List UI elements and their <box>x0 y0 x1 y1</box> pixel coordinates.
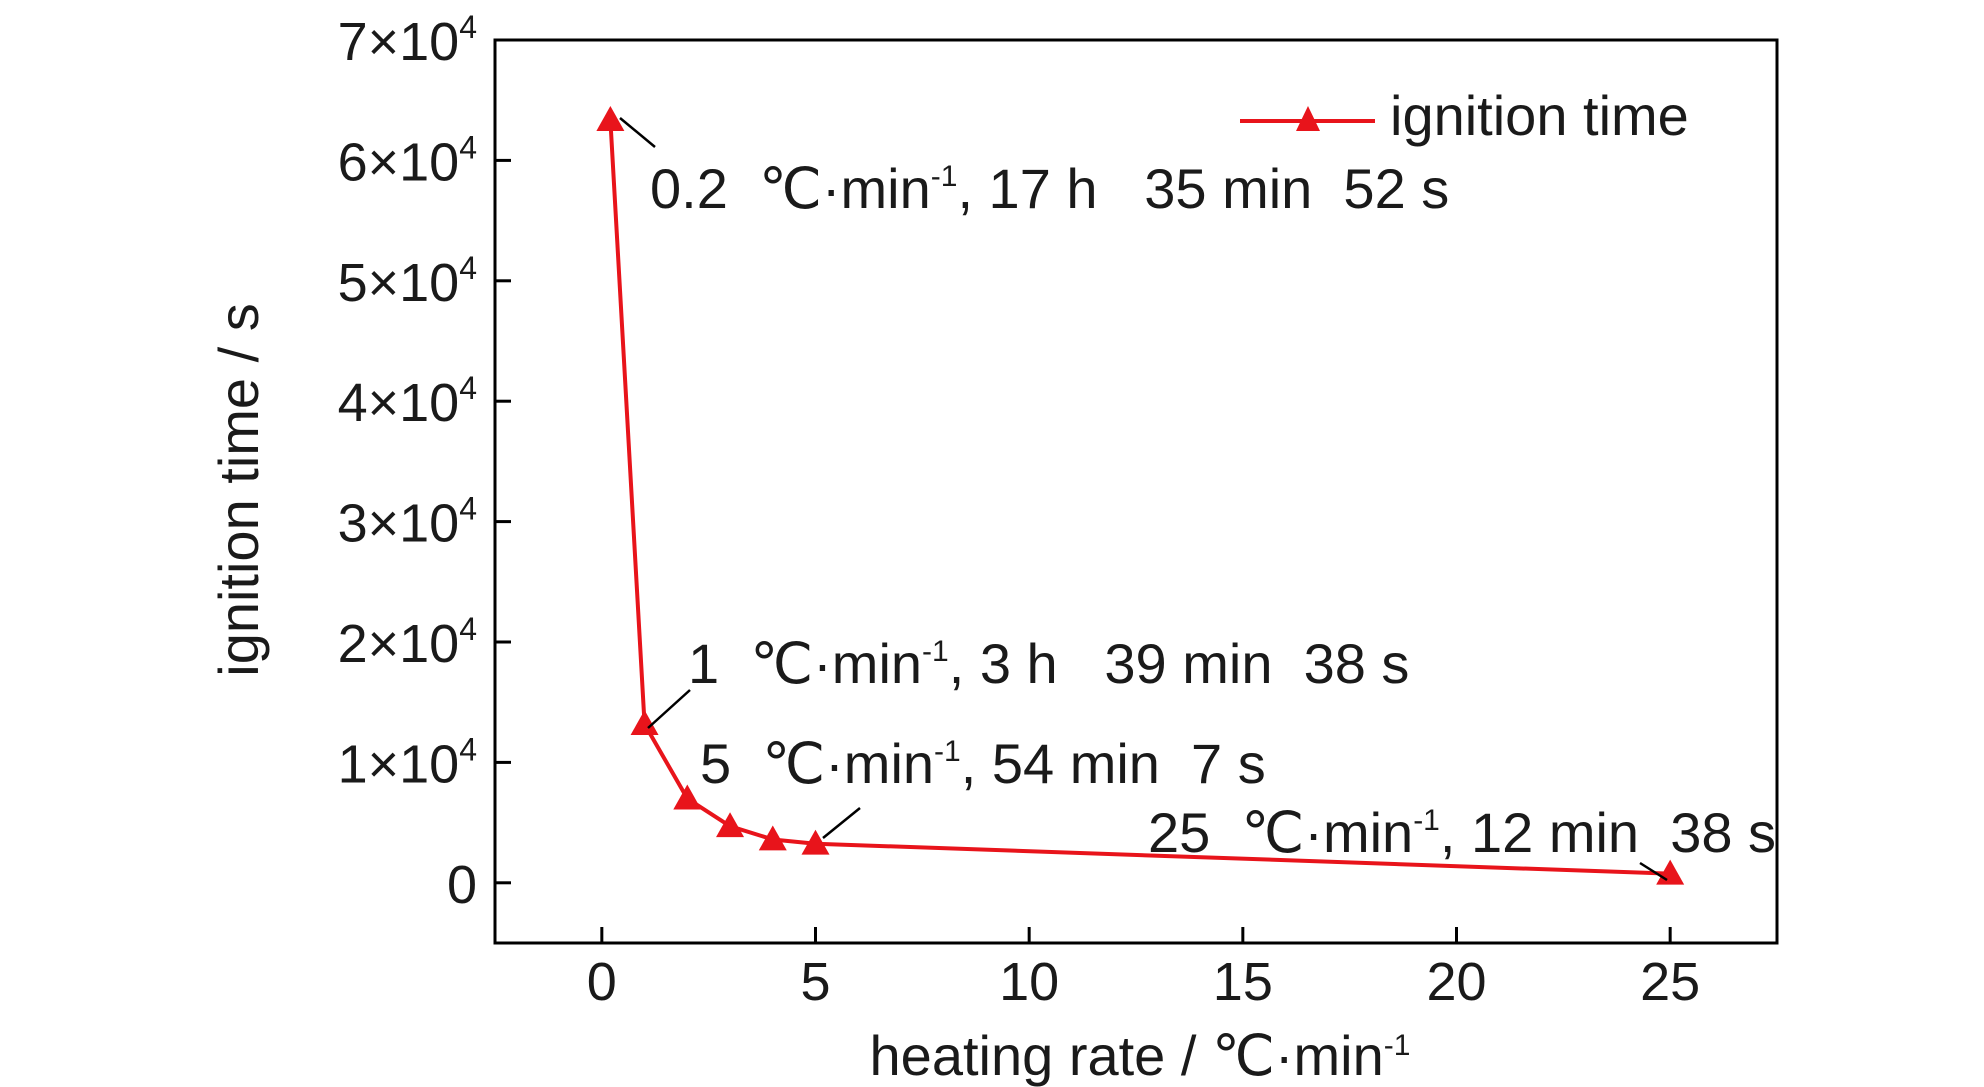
data-point-marker <box>801 829 830 855</box>
y-tick-label: 5×104 <box>338 250 477 313</box>
y-tick-label: 1×104 <box>338 731 477 794</box>
plot-frame <box>493 38 1779 945</box>
annotation-label: 5 ℃·min-1, 54 min 7 s <box>700 732 1266 795</box>
x-tick-label: 10 <box>999 952 1059 1012</box>
legend-label: ignition time <box>1390 84 1689 147</box>
y-axis-ticks: 0 1×104 2×104 3×104 4×104 5×104 6×104 7×104 <box>338 9 511 915</box>
y-tick-label: 7×104 <box>338 9 477 72</box>
x-tick-label: 5 <box>800 952 830 1012</box>
annotation-label: 0.2 ℃·min-1, 17 h 35 min 52 s <box>650 157 1449 220</box>
x-tick-label: 15 <box>1213 952 1273 1012</box>
x-axis-ticks: 0 5 10 15 20 25 <box>587 927 1700 1012</box>
annotation-label: 25 ℃·min-1, 12 min 38 s <box>1148 801 1776 864</box>
y-tick-label: 0 <box>447 855 477 915</box>
legend: ignition time <box>1240 84 1689 147</box>
y-axis-label: ignition time / s <box>207 303 270 677</box>
x-tick-label: 25 <box>1640 952 1700 1012</box>
x-tick-label: 0 <box>587 952 617 1012</box>
data-point-marker <box>758 825 787 851</box>
y-tick-label: 6×104 <box>338 129 477 192</box>
x-tick-label: 20 <box>1426 952 1486 1012</box>
annotation-leader-line <box>822 807 861 839</box>
data-point-marker <box>596 106 625 131</box>
y-tick-label: 4×104 <box>338 370 477 433</box>
y-tick-label: 2×104 <box>338 611 477 674</box>
x-axis-label: heating rate / ℃·min-1 <box>870 1024 1411 1087</box>
annotation-leader-line <box>1639 861 1668 882</box>
annotation-leader-line <box>647 689 691 729</box>
data-point-marker <box>630 710 659 736</box>
data-point-marker <box>716 812 745 838</box>
data-point-marker <box>673 784 702 810</box>
legend-marker <box>1296 106 1320 131</box>
annotation-leader-line <box>619 117 656 148</box>
annotations: 0.2 ℃·min-1, 17 h 35 min 52 s 1 ℃·min-1, … <box>619 117 1776 882</box>
y-tick-label: 3×104 <box>338 491 477 554</box>
annotation-label: 1 ℃·min-1, 3 h 39 min 38 s <box>688 632 1409 695</box>
